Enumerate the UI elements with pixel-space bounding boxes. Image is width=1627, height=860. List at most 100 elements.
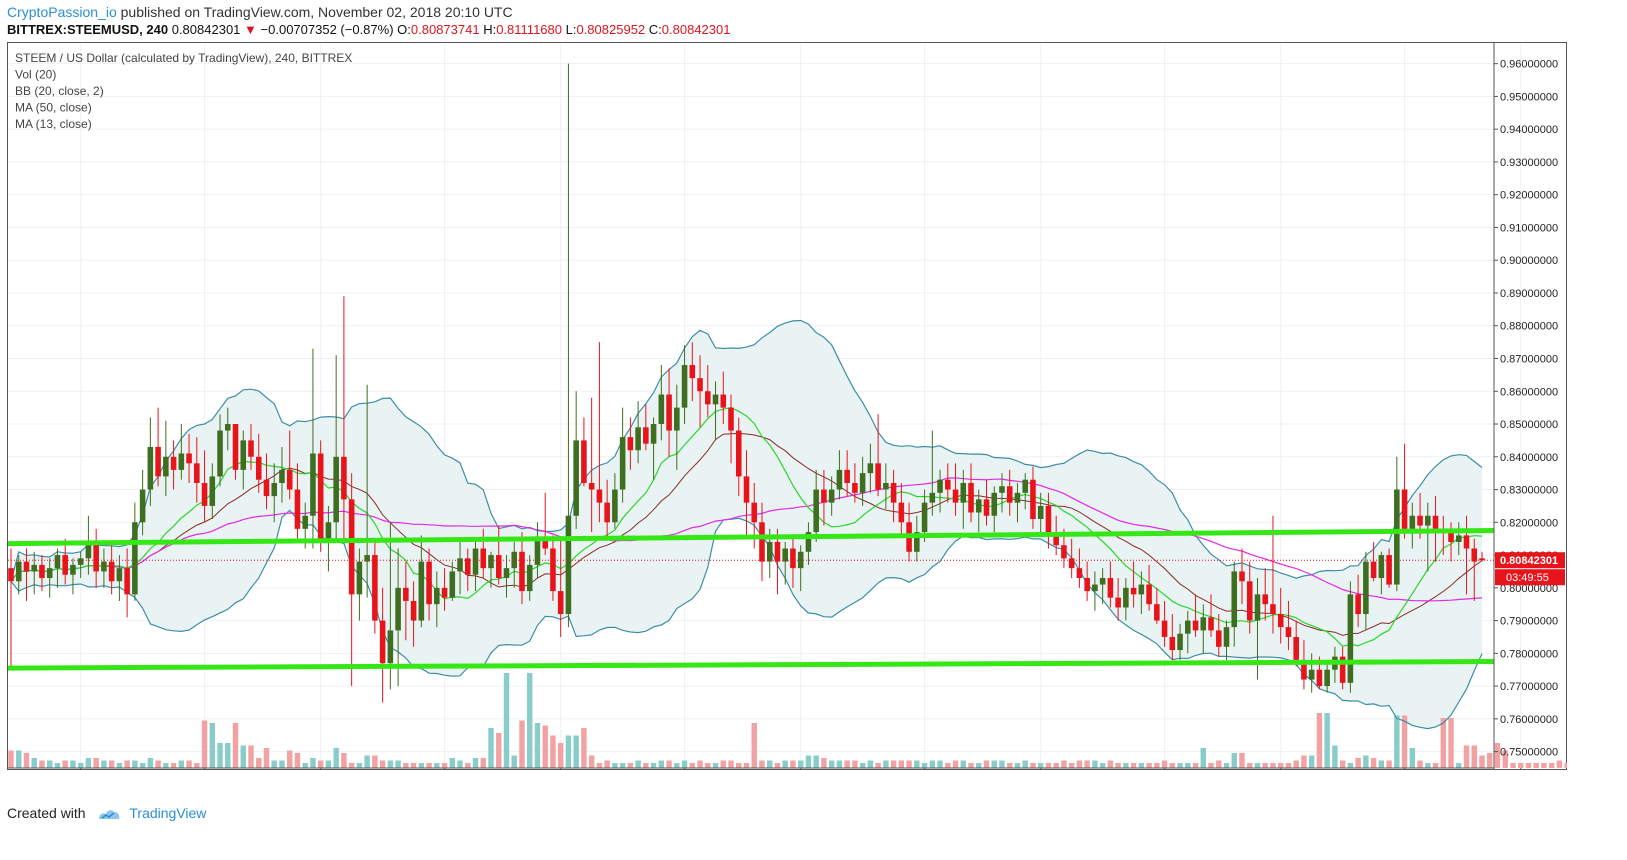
volume-bar bbox=[767, 760, 773, 768]
volume-bar bbox=[1177, 763, 1183, 768]
price-tick-label: 0.78000000 bbox=[1500, 648, 1558, 660]
price-tick-label: 0.95000000 bbox=[1500, 91, 1558, 103]
candle-up bbox=[325, 522, 332, 539]
candle-up bbox=[1231, 571, 1238, 628]
candle-up bbox=[1200, 617, 1207, 631]
candle-down bbox=[596, 489, 603, 503]
low-value: 0.80825952 bbox=[576, 22, 646, 37]
volume-bar bbox=[604, 760, 610, 768]
candle-up bbox=[650, 424, 657, 444]
volume-bar bbox=[1084, 760, 1090, 768]
candle-down bbox=[1239, 571, 1245, 582]
candle-up bbox=[1425, 515, 1431, 526]
volume-bar bbox=[588, 755, 595, 768]
volume-bar bbox=[232, 723, 239, 768]
volume-bar bbox=[519, 720, 525, 768]
volume-bar bbox=[1339, 760, 1346, 768]
candle-up bbox=[782, 548, 788, 562]
price-tick-label: 0.80000000 bbox=[1500, 583, 1558, 595]
support-lines[interactable] bbox=[7, 527, 1495, 671]
tradingview-brand[interactable]: TradingView bbox=[129, 805, 207, 821]
volume-bar bbox=[132, 760, 138, 768]
volume-bar bbox=[960, 760, 966, 768]
candle-down bbox=[1293, 636, 1299, 660]
high-label: H: bbox=[483, 22, 497, 37]
price-tick-label: 0.91000000 bbox=[1500, 222, 1558, 234]
candle-up bbox=[1363, 561, 1369, 615]
publish-line: CryptoPassion_io published on TradingVie… bbox=[7, 4, 513, 20]
candle-down bbox=[464, 558, 471, 575]
bollinger-fill-area bbox=[11, 320, 1482, 729]
candle-down bbox=[410, 600, 417, 621]
price-tick-label: 0.85000000 bbox=[1500, 419, 1558, 431]
candle-down bbox=[1246, 581, 1253, 621]
open-value: 0.80873741 bbox=[410, 22, 480, 37]
volume-bar bbox=[1471, 745, 1477, 768]
price-tick-label: 0.83000000 bbox=[1500, 485, 1558, 497]
volume-bar bbox=[333, 748, 339, 768]
candle-up bbox=[1409, 515, 1416, 529]
volume-bar bbox=[217, 743, 223, 768]
candle-down bbox=[1006, 486, 1013, 503]
candle-up bbox=[503, 568, 510, 578]
candle-down bbox=[1130, 587, 1137, 595]
price-change: −0.00707352 (−0.87%) bbox=[260, 22, 394, 37]
volume-bar bbox=[23, 753, 30, 768]
candle-up bbox=[15, 561, 22, 582]
volume-bar bbox=[1138, 763, 1145, 768]
volume-bar bbox=[782, 760, 788, 768]
volume-bar bbox=[1115, 763, 1121, 768]
candle-down bbox=[1115, 597, 1121, 608]
volume-bar bbox=[1123, 763, 1129, 768]
volume-bar bbox=[1107, 760, 1114, 768]
volume-bar bbox=[1564, 763, 1570, 768]
chart-frame[interactable]: 0.96000000 0.95000000 0.94000000 0.93000000… bbox=[7, 42, 1627, 788]
candle-up bbox=[279, 469, 285, 483]
volume-bar bbox=[1378, 760, 1385, 768]
volume-bar bbox=[1053, 763, 1059, 768]
legend: STEEM / US Dollar (calculated by Trading… bbox=[15, 51, 352, 131]
candle-down bbox=[441, 587, 448, 598]
volume-bar bbox=[643, 763, 649, 768]
candle-up bbox=[163, 456, 169, 477]
volume-bars bbox=[8, 673, 1627, 768]
candle-down bbox=[689, 365, 696, 379]
candle-down bbox=[666, 394, 672, 431]
candle-up bbox=[395, 587, 401, 631]
candle-up bbox=[1455, 535, 1462, 542]
volume-bar bbox=[1394, 715, 1400, 768]
candle-down bbox=[1061, 545, 1067, 559]
volume-bar bbox=[542, 725, 548, 768]
volume-bar bbox=[418, 763, 425, 768]
volume-bar bbox=[1370, 758, 1377, 768]
volume-bar bbox=[1270, 763, 1276, 768]
candle-up bbox=[1308, 669, 1315, 680]
candle-down bbox=[341, 456, 347, 500]
volume-bar bbox=[914, 760, 920, 768]
volume-bar bbox=[302, 763, 308, 768]
candle-down bbox=[1432, 515, 1439, 529]
volume-bar bbox=[991, 760, 997, 768]
candle-down bbox=[728, 407, 734, 431]
volume-bar bbox=[1355, 758, 1361, 768]
volume-bar bbox=[434, 763, 440, 768]
volume-bar bbox=[410, 763, 417, 768]
volume-bar bbox=[1223, 763, 1230, 768]
volume-bar bbox=[317, 760, 324, 768]
price-chart[interactable]: 0.96000000 0.95000000 0.94000000 0.93000000… bbox=[7, 42, 1627, 788]
symbol-label: BITTREX:STEEMUSD, 240 bbox=[7, 22, 169, 37]
candle-up bbox=[116, 568, 123, 582]
candle-down bbox=[403, 587, 409, 601]
candle-up bbox=[1014, 492, 1021, 503]
candle-down bbox=[1169, 636, 1176, 651]
volume-bar bbox=[635, 760, 641, 768]
candle-up bbox=[418, 561, 425, 621]
volume-bar bbox=[47, 760, 53, 768]
candle-down bbox=[201, 482, 208, 506]
author-link[interactable]: CryptoPassion_io bbox=[7, 4, 117, 20]
volume-bar bbox=[1045, 763, 1052, 768]
candle-down bbox=[898, 502, 905, 523]
volume-bar bbox=[356, 763, 363, 768]
candle-up bbox=[859, 473, 866, 493]
volume-bar bbox=[736, 763, 742, 768]
